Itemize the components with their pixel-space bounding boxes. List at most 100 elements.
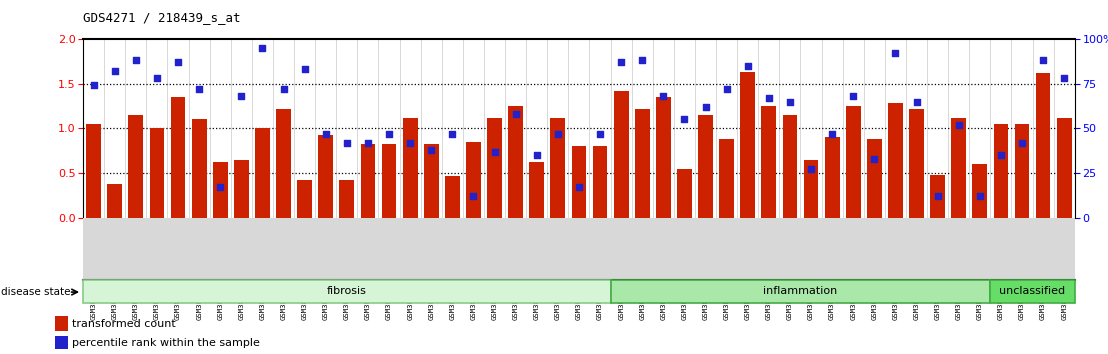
Bar [1036,73,1050,218]
Point [865,156,883,161]
Bar [129,115,143,218]
Point [570,184,587,190]
Bar [192,119,206,218]
Point [907,99,925,104]
Bar [466,142,481,218]
Point [275,86,293,92]
Point [823,131,841,137]
Point [992,152,1009,158]
Point [781,99,799,104]
Bar [656,97,670,218]
Point [950,122,967,127]
Point [739,63,757,69]
Point [338,140,356,145]
Bar [213,162,227,218]
Point [634,58,652,63]
Text: fibrosis: fibrosis [327,286,367,296]
Bar [866,139,882,218]
Bar [402,118,418,218]
Point [148,75,166,81]
Point [422,147,440,153]
Bar [614,91,628,218]
Point [929,193,946,199]
Point [1055,75,1073,81]
Bar [931,175,945,218]
Text: percentile rank within the sample: percentile rank within the sample [72,338,260,348]
Point [718,86,736,92]
Point [506,111,524,117]
Bar [1015,124,1029,218]
Bar [318,136,334,218]
Bar [55,336,68,349]
Bar [107,184,122,218]
Point [655,93,673,99]
FancyBboxPatch shape [611,280,991,303]
Bar [297,180,312,218]
Bar [445,176,460,218]
Text: unclassified: unclassified [999,286,1066,296]
Point [254,45,271,51]
Bar [339,180,355,218]
Point [1034,58,1051,63]
Bar [803,160,819,218]
Point [106,68,124,74]
Bar [635,109,649,218]
Bar [234,160,248,218]
Point [317,131,335,137]
Bar [488,118,502,218]
FancyBboxPatch shape [991,280,1075,303]
Text: inflammation: inflammation [763,286,838,296]
Point [401,140,419,145]
Bar [910,109,924,218]
Point [127,58,145,63]
Point [485,149,503,154]
Point [548,131,566,137]
Bar [845,106,861,218]
Point [212,184,229,190]
Bar [150,129,164,218]
Point [1013,140,1030,145]
Point [380,131,398,137]
Bar [509,106,523,218]
Bar [952,118,966,218]
Point [85,82,103,88]
Text: transformed count: transformed count [72,319,176,329]
Bar [719,139,733,218]
Point [886,50,904,56]
Point [802,167,820,172]
Point [191,86,208,92]
Bar [677,169,691,218]
Bar [381,144,397,218]
Bar [973,164,987,218]
Point [760,95,778,101]
Point [844,93,862,99]
Bar [1057,118,1071,218]
Point [697,104,715,110]
Bar [171,97,185,218]
Point [170,59,187,65]
Point [443,131,461,137]
Point [464,193,482,199]
Bar [994,124,1008,218]
Point [527,152,545,158]
Bar [86,124,101,218]
Bar [761,106,777,218]
FancyBboxPatch shape [83,280,611,303]
Bar [593,146,607,218]
Point [613,59,630,65]
Text: disease state: disease state [1,287,71,297]
Point [233,93,250,99]
Bar [55,316,68,331]
Bar [572,146,586,218]
Point [359,140,377,145]
Point [676,116,694,122]
Bar [255,129,270,218]
Bar [824,137,840,218]
Bar [740,72,756,218]
Bar [424,143,439,218]
Bar [360,143,376,218]
Bar [698,115,712,218]
Bar [551,118,565,218]
Point [592,131,609,137]
Bar [530,162,544,218]
